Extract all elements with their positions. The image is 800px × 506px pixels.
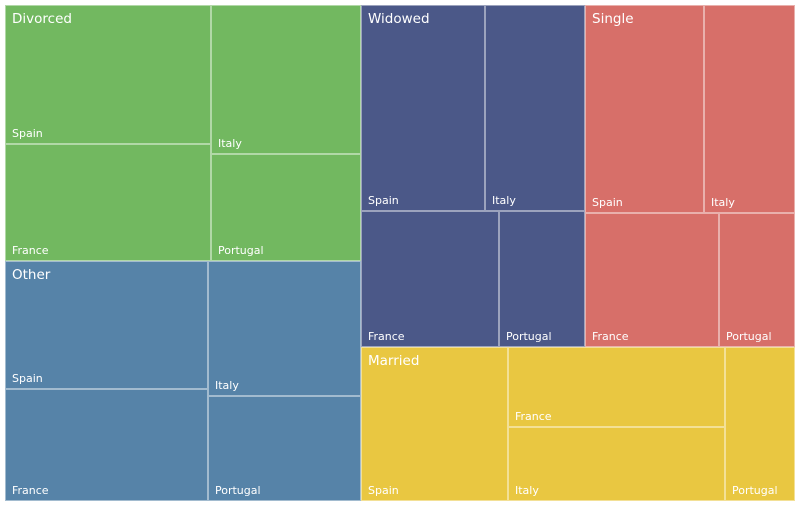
cell-label: Italy <box>492 194 516 207</box>
treemap-cell-divorced-italy[interactable]: Italy <box>211 5 361 154</box>
cell-label: Italy <box>711 196 735 209</box>
cell-label: Spain <box>368 484 399 497</box>
treemap-group-other[interactable]: Spain France Italy Portugal Other <box>5 261 361 501</box>
cell-label: Italy <box>215 379 239 392</box>
group-label: Divorced <box>12 11 72 27</box>
treemap-cell-widowed-portugal[interactable]: Portugal <box>499 211 585 347</box>
cell-label: Spain <box>368 194 399 207</box>
group-label: Single <box>592 11 634 27</box>
treemap-cell-other-spain[interactable]: Spain <box>5 261 208 389</box>
cell-label: France <box>515 410 552 423</box>
treemap-cell-other-france[interactable]: France <box>5 389 208 501</box>
treemap-cell-widowed-spain[interactable]: Spain <box>361 5 485 211</box>
treemap-cell-divorced-france[interactable]: France <box>5 144 211 261</box>
treemap-cell-married-portugal[interactable]: Portugal <box>725 347 795 501</box>
cell-label: France <box>368 330 405 343</box>
treemap-group-married[interactable]: Spain France Italy Portugal Married <box>361 347 795 501</box>
treemap-cell-widowed-italy[interactable]: Italy <box>485 5 585 211</box>
cell-label: Spain <box>592 196 623 209</box>
cell-label: Portugal <box>215 484 261 497</box>
cell-label: Spain <box>12 127 43 140</box>
treemap-group-widowed[interactable]: Spain Italy France Portugal Widowed <box>361 5 585 347</box>
treemap-cell-married-france[interactable]: France <box>508 347 725 427</box>
group-label: Married <box>368 353 420 369</box>
treemap-cell-divorced-portugal[interactable]: Portugal <box>211 154 361 261</box>
cell-label: Portugal <box>726 330 772 343</box>
treemap-cell-other-italy[interactable]: Italy <box>208 261 361 396</box>
treemap-cell-other-portugal[interactable]: Portugal <box>208 396 361 501</box>
cell-label: France <box>12 484 49 497</box>
treemap-cell-single-france[interactable]: France <box>585 213 719 347</box>
treemap-cell-single-spain[interactable]: Spain <box>585 5 704 213</box>
cell-label: Italy <box>515 484 539 497</box>
treemap-group-divorced[interactable]: Spain France Italy Portugal Divorced <box>5 5 361 261</box>
cell-label: Portugal <box>506 330 552 343</box>
group-label: Other <box>12 267 51 283</box>
cell-label: France <box>12 244 49 257</box>
cell-label: France <box>592 330 629 343</box>
cell-label: Spain <box>12 372 43 385</box>
treemap-cell-single-italy[interactable]: Italy <box>704 5 795 213</box>
treemap-cell-widowed-france[interactable]: France <box>361 211 499 347</box>
treemap-cell-divorced-spain[interactable]: Spain <box>5 5 211 144</box>
cell-label: Italy <box>218 137 242 150</box>
cell-label: Portugal <box>732 484 778 497</box>
cell-label: Portugal <box>218 244 264 257</box>
treemap-group-single[interactable]: Spain Italy France Portugal Single <box>585 5 795 347</box>
treemap-cell-married-spain[interactable]: Spain <box>361 347 508 501</box>
group-label: Widowed <box>368 11 430 27</box>
treemap-cell-single-portugal[interactable]: Portugal <box>719 213 795 347</box>
treemap-cell-married-italy[interactable]: Italy <box>508 427 725 501</box>
